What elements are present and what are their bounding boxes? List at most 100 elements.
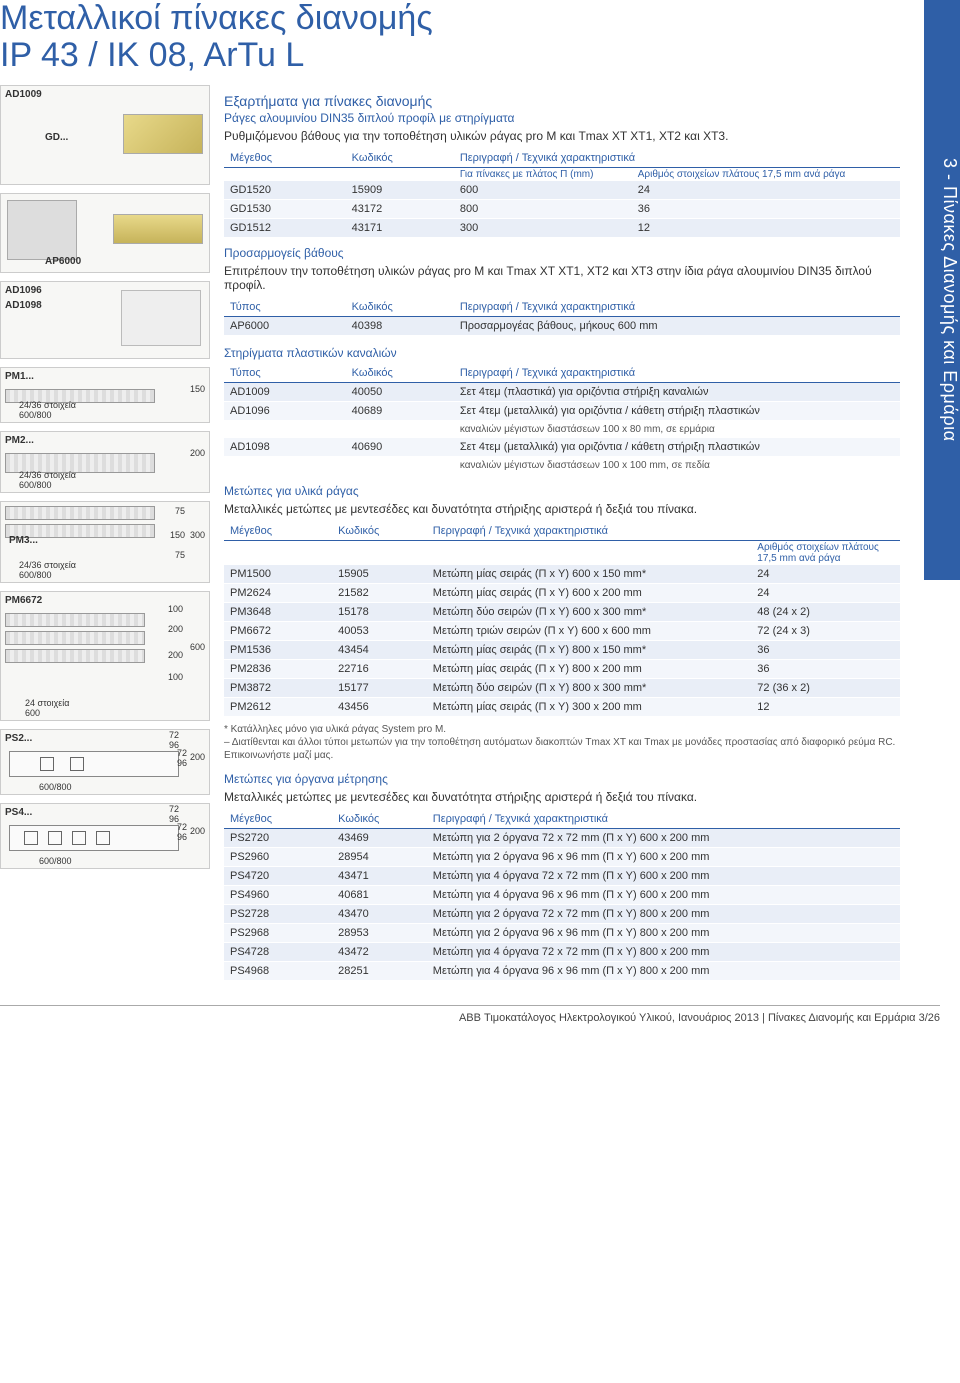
dim-100a: 100 xyxy=(168,604,183,614)
table-row: PM261243456Μετώπη μίας σειράς (Π x Υ) 30… xyxy=(224,697,900,716)
sec4-h2: Κωδικός xyxy=(332,522,427,541)
thumb-pm1: PM1... xyxy=(1,368,209,385)
dim-150b: 150 xyxy=(170,530,185,540)
dim96d: 96 xyxy=(177,832,187,842)
table-row: GD15304317280036 xyxy=(224,199,900,218)
table-row: PS272843470Μετώπη για 2 όργανα 72 x 72 m… xyxy=(224,904,900,923)
table-row: PS472043471Μετώπη για 4 όργανα 72 x 72 m… xyxy=(224,866,900,885)
table-row: PM153643454Μετώπη μίας σειράς (Π x Υ) 80… xyxy=(224,640,900,659)
dim600-800e: 600/800 xyxy=(39,856,72,866)
sec4-h1: Μέγεθος xyxy=(224,522,332,541)
sec4-sh: Αριθμός στοιχείων πλάτους 17,5 mm ανά ρά… xyxy=(751,540,900,565)
thumb-pm3: PM3... xyxy=(5,532,42,549)
dim72c: 72 xyxy=(169,804,179,814)
dim-24-36: 24/36 στοιχεία xyxy=(19,400,76,410)
table-row: PM667240053Μετώπη τριών σειρών (Π x Υ) 6… xyxy=(224,621,900,640)
sec5-h2: Κωδικός xyxy=(332,810,427,829)
sec5-title: Μετώπες για όργανα μέτρησης xyxy=(224,772,900,786)
dim600: 600 xyxy=(25,708,40,718)
table-row: GD15201590960024 xyxy=(224,181,900,200)
dim24-36c: 24/36 στοιχεία xyxy=(19,560,76,570)
table-row: PS296028954Μετώπη για 2 όργανα 96 x 96 m… xyxy=(224,847,900,866)
table-row: PS272043469Μετώπη για 2 όργανα 72 x 72 m… xyxy=(224,828,900,847)
table-row: PM387215177Μετώπη δύο σειρών (Π x Υ) 800… xyxy=(224,678,900,697)
sec2-h1: Τύπος xyxy=(224,298,346,317)
sec1-shb: Αριθμός στοιχείων πλάτους 17,5 mm ανά ρά… xyxy=(632,167,900,181)
thumb-ad1009: AD1009 xyxy=(1,86,209,103)
dim600-800b: 600/800 xyxy=(19,480,52,490)
dim-100b: 100 xyxy=(168,672,183,682)
dim200e: 200 xyxy=(190,826,205,836)
sec4-notes: * Κατάλληλες μόνο για υλικά ράγας System… xyxy=(224,723,900,762)
sec2-table: Τύπος Κωδικός Περιγραφή / Τεχνικά χαρακτ… xyxy=(224,298,900,336)
sec5-h3: Περιγραφή / Τεχνικά χαρακτηριστικά xyxy=(427,810,900,829)
dim600-800d: 600/800 xyxy=(39,782,72,792)
right-content: Εξαρτήματα για πίνακες διανομής Ράγες αλ… xyxy=(224,85,940,981)
page-footer: ABB Τιμοκατάλογος Ηλεκτρολογικού Υλικού,… xyxy=(0,1005,940,1024)
sec5-h1: Μέγεθος xyxy=(224,810,332,829)
table-row: PM364815178Μετώπη δύο σειρών (Π x Υ) 600… xyxy=(224,602,900,621)
sec5-body: Μεταλλικές μετώπες με μεντεσέδες και δυν… xyxy=(224,790,900,804)
sec1-body: Ρυθμιζόμενου βάθους για την τοποθέτηση υ… xyxy=(224,129,900,143)
table-row: GD15124317130012 xyxy=(224,218,900,237)
thumb-gd: GD... xyxy=(41,129,72,146)
table-row: AD109840690Σετ 4τεμ (μεταλλικά) για οριζ… xyxy=(224,438,900,457)
table-row: καναλιών μέγιστων διαστάσεων 100 x 80 mm… xyxy=(224,420,900,438)
dim-75b: 75 xyxy=(175,550,185,560)
sec4-note1: * Κατάλληλες μόνο για υλικά ράγας System… xyxy=(224,723,900,736)
table-row: PS296828953Μετώπη για 2 όργανα 96 x 96 m… xyxy=(224,923,900,942)
table-row: PM262421582Μετώπη μίας σειράς (Π x Υ) 60… xyxy=(224,583,900,602)
sec4-body: Μεταλλικές μετώπες με μεντεσέδες και δυν… xyxy=(224,502,900,516)
table-row: AD109640689Σετ 4τεμ (μεταλλικά) για οριζ… xyxy=(224,401,900,420)
sec1-h3: Περιγραφή / Τεχνικά χαρακτηριστικά xyxy=(454,149,900,168)
sec3-h2: Κωδικός xyxy=(346,364,454,383)
dim-200c: 200 xyxy=(168,650,183,660)
sec1-table: Μέγεθος Κωδικός Περιγραφή / Τεχνικά χαρα… xyxy=(224,149,900,238)
dim72d: 72 xyxy=(177,822,187,832)
table-row: AD100940050Σετ 4τεμ (πλαστικά) για οριζό… xyxy=(224,382,900,401)
sec3-table: Τύπος Κωδικός Περιγραφή / Τεχνικά χαρακτ… xyxy=(224,364,900,474)
sec1-title: Εξαρτήματα για πίνακες διανομής xyxy=(224,93,900,109)
sec2-h3: Περιγραφή / Τεχνικά χαρακτηριστικά xyxy=(454,298,900,317)
table-row: PM283622716Μετώπη μίας σειράς (Π x Υ) 80… xyxy=(224,659,900,678)
dim96b: 96 xyxy=(177,758,187,768)
table-row: καναλιών μέγιστων διαστάσεων 100 x 100 m… xyxy=(224,456,900,474)
sec3-h1: Τύπος xyxy=(224,364,346,383)
sec4-h3: Περιγραφή / Τεχνικά χαρακτηριστικά xyxy=(427,522,900,541)
dim-150: 150 xyxy=(190,384,205,394)
dim-200a: 200 xyxy=(190,448,205,458)
dim600-800c: 600/800 xyxy=(19,570,52,580)
sec4-title: Μετώπες για υλικά ράγας xyxy=(224,484,900,498)
sec3-h3: Περιγραφή / Τεχνικά χαρακτηριστικά xyxy=(454,364,900,383)
left-diagram-column: AD1009 GD... AP6000 AD1096 AD1098 PM1...… xyxy=(0,85,210,981)
sec1-sha: Για πίνακες με πλάτος Π (mm) xyxy=(454,167,632,181)
sec4-table: Μέγεθος Κωδικός Περιγραφή / Τεχνικά χαρα… xyxy=(224,522,900,717)
sec4-note2: – Διατίθενται και άλλοι τύποι μετωπών γι… xyxy=(224,736,900,762)
table-row: PM150015905Μετώπη μίας σειράς (Π x Υ) 60… xyxy=(224,565,900,584)
sec2-h2: Κωδικός xyxy=(346,298,454,317)
sec1-sub: Ράγες αλουμινίου DIN35 διπλού προφίλ με … xyxy=(224,111,900,125)
thumb-ap6000: AP6000 xyxy=(41,253,85,270)
sec2-title: Προσαρμογείς βάθους xyxy=(224,246,900,260)
sec1-h2: Κωδικός xyxy=(346,149,454,168)
dim24-36b: 24/36 στοιχεία xyxy=(19,470,76,480)
table-row: PS496828251Μετώπη για 4 όργανα 96 x 96 m… xyxy=(224,961,900,980)
title-l1: Μεταλλικοί πίνακες διανομής xyxy=(0,0,433,37)
table-row: PS472843472Μετώπη για 4 όργανα 72 x 72 m… xyxy=(224,942,900,961)
sec5-table: Μέγεθος Κωδικός Περιγραφή / Τεχνικά χαρα… xyxy=(224,810,900,981)
sec3-title: Στηρίγματα πλαστικών καναλιών xyxy=(224,346,900,360)
dim72a: 72 xyxy=(169,730,179,740)
thumb-pm2: PM2... xyxy=(1,432,209,449)
dim-300: 300 xyxy=(190,530,205,540)
dim-600b: 600 xyxy=(190,642,205,652)
dim24: 24 στοιχεία xyxy=(25,698,69,708)
dim-75a: 75 xyxy=(175,506,185,516)
page-title: Μεταλλικοί πίνακες διανομής IP 43 / IK 0… xyxy=(0,0,940,75)
section-tab: 3 - Πίνακες Διανομής και Ερμάρια xyxy=(924,0,960,580)
sec2-body: Επιτρέπουν την τοποθέτηση υλικών ράγας p… xyxy=(224,264,900,292)
dim-600-800: 600/800 xyxy=(19,410,52,420)
dim-200b: 200 xyxy=(168,624,183,634)
table-row: AP600040398Προσαρμογέας βάθους, μήκους 6… xyxy=(224,316,900,335)
dim200d: 200 xyxy=(190,752,205,762)
dim72b: 72 xyxy=(177,748,187,758)
